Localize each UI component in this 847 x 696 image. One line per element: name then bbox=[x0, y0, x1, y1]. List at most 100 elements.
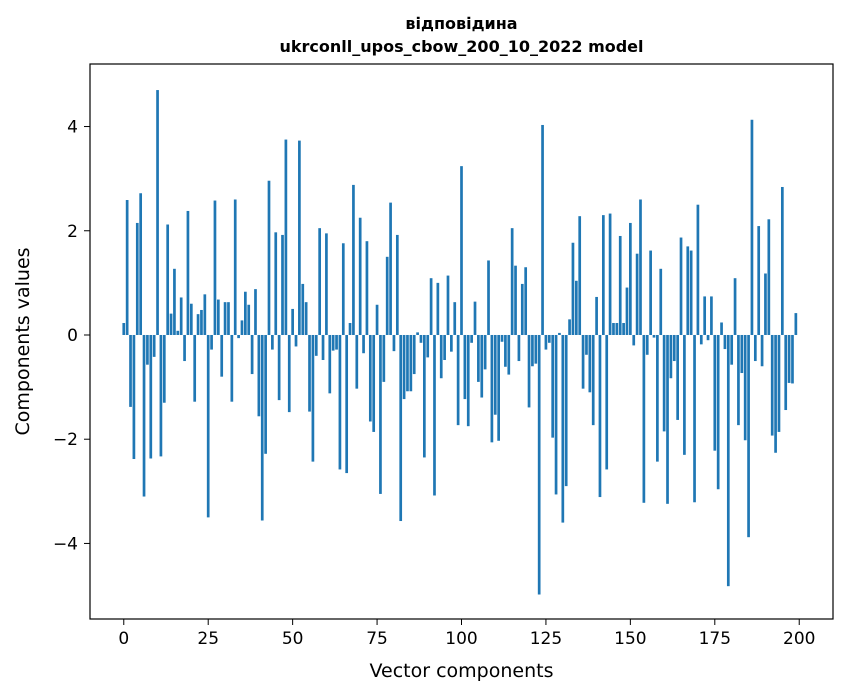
bar-126 bbox=[547, 334, 551, 343]
bar-159 bbox=[659, 268, 663, 335]
bar-77 bbox=[382, 334, 386, 382]
bar-71 bbox=[362, 334, 365, 354]
bar-161 bbox=[666, 334, 669, 504]
bar-100 bbox=[460, 166, 463, 335]
bar-104 bbox=[473, 301, 477, 335]
bar-81 bbox=[395, 234, 399, 335]
bar-44 bbox=[271, 334, 274, 350]
bar-8 bbox=[149, 334, 153, 459]
bar-64 bbox=[338, 334, 342, 470]
bar-113 bbox=[504, 334, 507, 367]
bar-34 bbox=[237, 334, 240, 339]
bar-165 bbox=[679, 237, 683, 335]
bar-62 bbox=[331, 334, 335, 351]
bar-147 bbox=[618, 235, 622, 335]
plot-frame bbox=[89, 63, 834, 620]
x-tick-label: 175 bbox=[699, 629, 731, 649]
bar-54 bbox=[304, 302, 308, 335]
bar-136 bbox=[581, 334, 585, 389]
bar-198 bbox=[791, 334, 794, 384]
bar-85 bbox=[409, 334, 413, 392]
bar-4 bbox=[135, 222, 139, 335]
bar-169 bbox=[693, 334, 696, 503]
bar-143 bbox=[605, 334, 609, 470]
bar-117 bbox=[517, 334, 521, 362]
x-tick-label: 125 bbox=[530, 629, 562, 649]
bar-73 bbox=[368, 334, 372, 422]
y-tick-label: 0 bbox=[67, 326, 78, 346]
bar-160 bbox=[662, 334, 666, 432]
bar-70 bbox=[358, 217, 362, 335]
bar-88 bbox=[419, 334, 423, 343]
bar-127 bbox=[551, 334, 555, 438]
bar-35 bbox=[240, 320, 244, 335]
bar-164 bbox=[676, 334, 679, 420]
bar-50 bbox=[291, 308, 294, 335]
bar-107 bbox=[483, 334, 487, 370]
bar-135 bbox=[578, 216, 582, 335]
x-tick-label: 0 bbox=[118, 629, 129, 649]
bar-91 bbox=[429, 278, 433, 335]
bar-175 bbox=[713, 334, 717, 451]
bar-187 bbox=[753, 334, 757, 362]
bar-45 bbox=[274, 232, 278, 335]
bar-86 bbox=[412, 334, 416, 375]
bar-186 bbox=[750, 119, 754, 335]
bar-99 bbox=[456, 334, 460, 426]
bar-103 bbox=[470, 334, 473, 343]
bar-192 bbox=[770, 334, 774, 436]
bar-102 bbox=[466, 334, 470, 427]
bar-74 bbox=[372, 334, 376, 432]
bar-42 bbox=[264, 334, 267, 454]
bar-10 bbox=[156, 90, 159, 335]
bar-140 bbox=[595, 296, 598, 335]
bar-41 bbox=[260, 334, 264, 521]
bar-22 bbox=[196, 314, 200, 335]
bar-177 bbox=[720, 322, 723, 335]
bar-118 bbox=[520, 283, 524, 335]
bar-16 bbox=[176, 330, 180, 335]
bar-84 bbox=[406, 334, 409, 392]
bar-189 bbox=[760, 334, 764, 367]
bar-148 bbox=[622, 323, 625, 335]
chart-title-line1: відповідина bbox=[405, 14, 517, 33]
bar-134 bbox=[574, 280, 578, 335]
bar-185 bbox=[747, 334, 750, 538]
bar-68 bbox=[352, 184, 355, 335]
bar-53 bbox=[301, 283, 305, 335]
bar-110 bbox=[493, 334, 497, 415]
chart-title-line2: ukrconll_upos_cbow_200_10_2022 model bbox=[279, 37, 643, 56]
bar-125 bbox=[544, 334, 548, 350]
bar-6 bbox=[142, 334, 146, 497]
bar-172 bbox=[703, 296, 707, 335]
bar-5 bbox=[139, 193, 143, 335]
bar-151 bbox=[632, 334, 636, 346]
bar-83 bbox=[402, 334, 406, 400]
bar-95 bbox=[443, 334, 446, 360]
bar-181 bbox=[733, 278, 737, 335]
bar-82 bbox=[399, 334, 403, 522]
bar-191 bbox=[767, 219, 771, 335]
bar-3 bbox=[132, 334, 136, 460]
bar-155 bbox=[645, 334, 649, 355]
bar-36 bbox=[244, 291, 247, 335]
bar-157 bbox=[652, 334, 656, 338]
bar-2 bbox=[129, 334, 132, 407]
bar-40 bbox=[257, 334, 261, 417]
bar-30 bbox=[223, 302, 227, 335]
bar-119 bbox=[524, 267, 528, 335]
y-axis-ticks: −4 −2 0 2 4 bbox=[53, 118, 90, 554]
y-tick-label: 4 bbox=[67, 118, 78, 138]
bar-194 bbox=[777, 334, 781, 432]
bar-57 bbox=[314, 334, 318, 356]
bar-171 bbox=[699, 334, 703, 345]
bar-180 bbox=[730, 334, 734, 365]
y-tick-label: −2 bbox=[53, 430, 78, 450]
bar-90 bbox=[426, 334, 430, 358]
bar-173 bbox=[706, 334, 710, 341]
bar-1 bbox=[125, 200, 129, 335]
x-tick-label: 100 bbox=[445, 629, 477, 649]
bar-162 bbox=[669, 334, 673, 379]
bar-153 bbox=[639, 199, 642, 335]
bar-163 bbox=[672, 334, 676, 362]
